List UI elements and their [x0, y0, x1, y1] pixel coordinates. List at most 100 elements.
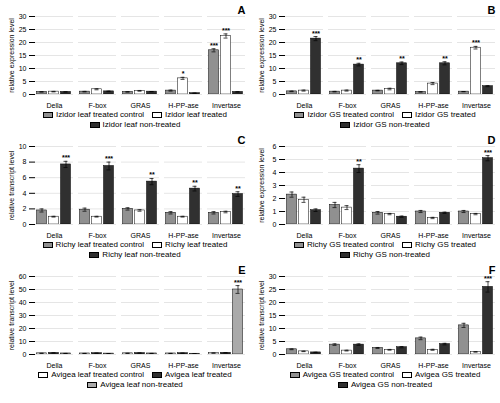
- svg-text:GRAS: GRAS: [131, 102, 151, 109]
- svg-text:0: 0: [23, 221, 27, 228]
- svg-text:25: 25: [269, 286, 277, 293]
- svg-text:C: C: [238, 134, 246, 146]
- svg-text:H-PP-ase: H-PP-ase: [168, 102, 198, 109]
- svg-text:F-box: F-box: [339, 362, 357, 369]
- svg-text:4: 4: [273, 169, 277, 176]
- svg-text:F-box: F-box: [339, 102, 357, 109]
- svg-text:relative transcript level: relative transcript level: [8, 150, 16, 220]
- svg-text:***: ***: [312, 30, 320, 37]
- svg-text:Invertase: Invertase: [462, 232, 491, 239]
- svg-text:**: **: [192, 179, 198, 186]
- svg-text:***: ***: [234, 279, 242, 286]
- svg-text:10: 10: [19, 65, 27, 72]
- svg-text:F: F: [489, 264, 496, 276]
- svg-text:Della: Della: [297, 232, 313, 239]
- svg-text:20: 20: [19, 39, 27, 46]
- svg-text:***: ***: [222, 27, 230, 34]
- svg-text:GRAS: GRAS: [131, 232, 151, 239]
- svg-text:D: D: [488, 134, 496, 146]
- svg-text:relative expression level: relative expression level: [8, 18, 16, 93]
- svg-text:***: ***: [484, 275, 492, 282]
- svg-text:**: **: [399, 55, 405, 62]
- svg-text:H-PP-ase: H-PP-ase: [168, 362, 198, 369]
- svg-text:0: 0: [273, 351, 277, 358]
- svg-text:GRAS: GRAS: [381, 362, 401, 369]
- svg-text:4: 4: [23, 190, 27, 197]
- svg-text:0: 0: [23, 91, 27, 98]
- svg-text:5: 5: [23, 78, 27, 85]
- svg-text:15: 15: [19, 52, 27, 59]
- svg-text:Della: Della: [297, 362, 313, 369]
- svg-text:Della: Della: [47, 362, 63, 369]
- svg-text:**: **: [356, 158, 362, 165]
- svg-text:**: **: [235, 185, 241, 192]
- svg-text:relative expression level: relative expression level: [258, 148, 266, 223]
- svg-text:1: 1: [273, 208, 277, 215]
- svg-text:H-PP-ase: H-PP-ase: [418, 362, 448, 369]
- svg-text:6: 6: [23, 174, 27, 181]
- svg-text:Della: Della: [47, 102, 63, 109]
- svg-text:30: 30: [269, 13, 277, 20]
- svg-text:25: 25: [19, 26, 27, 33]
- svg-text:2: 2: [273, 195, 277, 202]
- svg-text:15: 15: [269, 52, 277, 59]
- svg-text:20: 20: [269, 39, 277, 46]
- svg-text:6: 6: [273, 143, 277, 150]
- svg-text:GRAS: GRAS: [381, 102, 401, 109]
- svg-text:***: ***: [105, 155, 113, 162]
- svg-text:2: 2: [23, 205, 27, 212]
- svg-text:15: 15: [269, 312, 277, 319]
- svg-text:8: 8: [23, 158, 27, 165]
- svg-text:A: A: [238, 4, 246, 16]
- svg-text:**: **: [442, 55, 448, 62]
- svg-text:20: 20: [19, 325, 27, 332]
- svg-text:Della: Della: [297, 102, 313, 109]
- svg-text:30: 30: [19, 312, 27, 319]
- svg-text:0: 0: [273, 221, 277, 228]
- svg-text:Invertase: Invertase: [462, 102, 491, 109]
- svg-text:5: 5: [273, 156, 277, 163]
- svg-text:5: 5: [273, 338, 277, 345]
- svg-text:10: 10: [269, 65, 277, 72]
- svg-text:***: ***: [210, 42, 218, 49]
- svg-text:Invertase: Invertase: [212, 102, 241, 109]
- svg-text:GRAS: GRAS: [381, 232, 401, 239]
- svg-text:F-box: F-box: [89, 102, 107, 109]
- svg-text:F-box: F-box: [89, 232, 107, 239]
- svg-text:relative expression level: relative expression level: [258, 18, 266, 93]
- svg-text:E: E: [238, 264, 245, 276]
- svg-text:F-box: F-box: [339, 232, 357, 239]
- svg-text:60: 60: [19, 273, 27, 280]
- svg-text:F-box: F-box: [89, 362, 107, 369]
- svg-text:Invertase: Invertase: [462, 362, 491, 369]
- svg-text:H-PP-ase: H-PP-ase: [418, 232, 448, 239]
- svg-text:H-PP-ase: H-PP-ase: [168, 232, 198, 239]
- svg-text:25: 25: [269, 26, 277, 33]
- svg-text:5: 5: [273, 78, 277, 85]
- svg-text:30: 30: [19, 13, 27, 20]
- svg-text:10: 10: [19, 338, 27, 345]
- svg-text:*: *: [182, 70, 185, 77]
- svg-text:Invertase: Invertase: [212, 362, 241, 369]
- svg-text:**: **: [149, 171, 155, 178]
- svg-text:relative transcript level: relative transcript level: [8, 280, 16, 350]
- svg-text:10: 10: [19, 143, 27, 150]
- svg-text:50: 50: [19, 286, 27, 293]
- svg-text:***: ***: [62, 154, 70, 161]
- svg-text:GRAS: GRAS: [131, 362, 151, 369]
- svg-text:0: 0: [273, 91, 277, 98]
- svg-text:3: 3: [273, 182, 277, 189]
- svg-text:***: ***: [472, 39, 480, 46]
- svg-text:B: B: [488, 4, 496, 16]
- svg-text:0: 0: [23, 351, 27, 358]
- svg-text:***: ***: [484, 149, 492, 156]
- svg-text:Della: Della: [47, 232, 63, 239]
- svg-text:**: **: [356, 56, 362, 63]
- svg-text:relative transcript level: relative transcript level: [258, 280, 266, 350]
- svg-text:10: 10: [269, 325, 277, 332]
- svg-text:30: 30: [269, 273, 277, 280]
- svg-text:Invertase: Invertase: [212, 232, 241, 239]
- svg-text:40: 40: [19, 299, 27, 306]
- svg-text:20: 20: [269, 299, 277, 306]
- svg-text:H-PP-ase: H-PP-ase: [418, 102, 448, 109]
